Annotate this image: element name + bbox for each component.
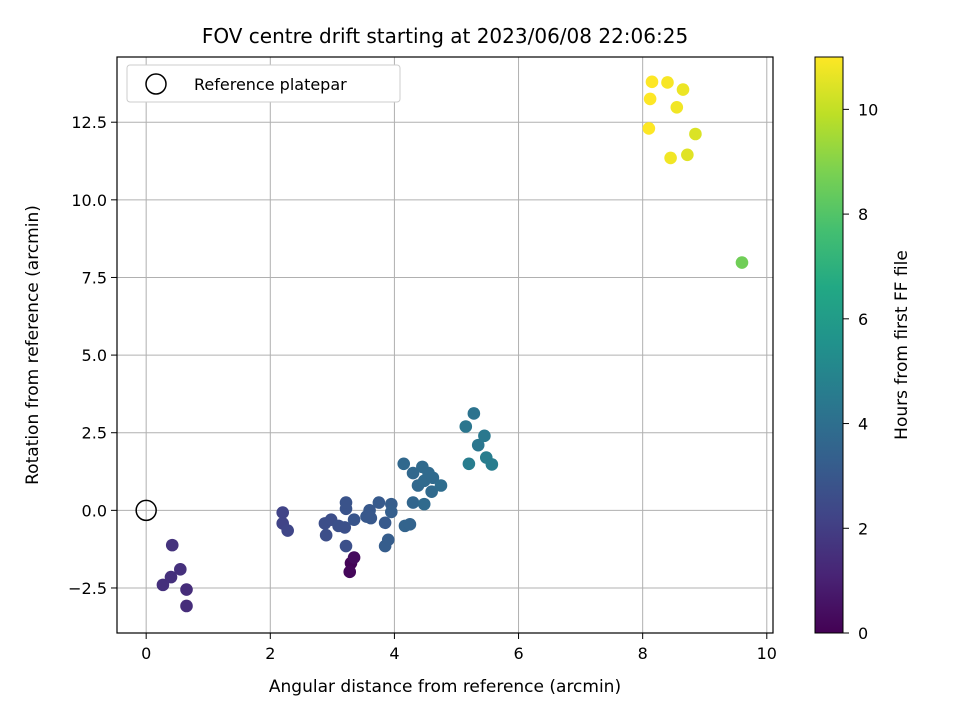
x-tick-label: 0 [141,644,151,663]
scatter-point [425,485,438,499]
plot-area-frame [116,56,774,634]
colorbar-tick-label: 8 [858,205,868,224]
scatter-point [643,92,657,106]
scatter-point [276,506,290,519]
scatter-point [661,76,674,89]
scatter-point [281,524,294,537]
y-tick-label: 10.0 [71,191,107,210]
scatter-point [180,599,193,613]
colorbar-tick-label: 6 [858,310,868,329]
scatter-point [174,563,187,576]
x-tick-label: 2 [265,644,275,663]
scatter-point [385,505,398,519]
scatter-point [180,583,193,596]
y-tick-label: 0.0 [82,501,107,520]
legend: Reference platepar [126,64,401,103]
y-axis-ticks: −2.5 0.0 2.5 5.0 7.5 10.0 12.5 [68,113,117,598]
scatter-point [403,518,417,531]
scatter-point [426,471,440,485]
data-points [156,75,749,613]
colorbar-ticks: 0 2 4 6 8 10 [843,100,878,643]
scatter-point [339,496,353,509]
reference-platepar-marker [135,499,157,522]
colorbar-label: Hours from first FF file [892,250,912,440]
colorbar-tick-label: 4 [858,415,868,434]
scatter-point [735,256,749,269]
scatter-point [459,420,473,433]
scatter-point [417,497,431,511]
colorbar-tick-label: 10 [858,100,878,119]
scatter-point [434,479,448,492]
scatter-point [381,533,395,547]
scatter-point [406,466,420,480]
x-axis-label: Angular distance from reference (arcmin) [269,677,621,697]
y-tick-label: 12.5 [71,113,107,132]
grid [117,57,773,633]
scatter-point [664,151,677,165]
scatter-point [642,122,656,135]
scatter-point [676,83,690,96]
y-tick-label: −2.5 [68,579,107,598]
y-tick-label: 7.5 [82,268,107,287]
legend-box [126,64,401,103]
x-tick-label: 8 [638,644,648,663]
legend-label-reference: Reference platepar [194,75,347,94]
scatter-point [164,570,178,584]
y-tick-label: 2.5 [82,424,107,443]
x-axis-ticks: 0 2 4 6 8 10 [141,633,777,663]
colorbar-gradient [814,56,844,634]
scatter-point [462,457,476,471]
reference-point [135,499,157,522]
scatter-point [478,429,491,443]
scatter-point [689,127,702,141]
scatter-point [372,496,386,509]
scatter-point [406,496,420,509]
scatter-point [670,101,684,114]
x-tick-label: 4 [389,644,399,663]
scatter-point [681,148,694,162]
scatter-point [378,516,392,530]
scatter-point [319,528,333,542]
legend-marker-reference [145,73,167,95]
scatter-point [338,521,352,534]
x-tick-label: 6 [513,644,523,663]
scatter-point [467,407,481,420]
scatter-point [343,565,357,579]
scatter-point [471,438,485,452]
scatter-point [645,75,659,89]
scatter-point [347,513,361,526]
scatter-point [347,551,361,564]
scatter-point [485,458,499,471]
chart-title: FOV centre drift starting at 2023/06/08 … [202,24,688,48]
scatter-point [156,578,170,592]
scatter-point [339,539,353,553]
y-axis-label: Rotation from reference (arcmin) [23,205,43,485]
scatter-point [165,538,179,552]
colorbar: 0 2 4 6 8 10 Hours from first FF file [814,56,912,643]
y-tick-label: 5.0 [82,346,107,365]
x-tick-label: 10 [757,644,777,663]
colorbar-tick-label: 0 [858,624,868,643]
scatter-point [364,511,378,525]
scatter-point [397,457,411,471]
colorbar-tick-label: 2 [858,519,868,538]
